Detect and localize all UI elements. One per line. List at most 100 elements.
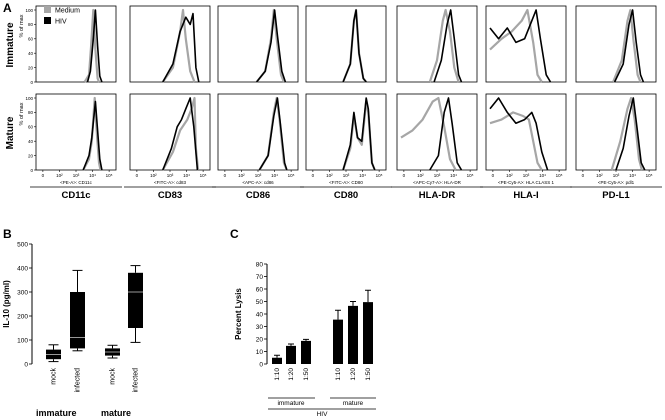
marker-name: PD-L1: [602, 190, 630, 201]
box-immature-infected: infected: [70, 269, 85, 393]
bar-5: 1:50: [363, 289, 373, 381]
y-tick-label: 80: [256, 262, 264, 269]
histogram-curve-hiv: [342, 9, 367, 83]
bar: [286, 345, 296, 364]
histogram-frame: [485, 93, 567, 171]
group-label-immature: immature: [277, 400, 304, 407]
axis-parameter-label: <FITC-A>: CD80: [329, 180, 363, 185]
row-label-immature-group: Immature: [5, 22, 16, 67]
axis-parameter-label: <PE-Cy5-A>: HLA CLASS 1: [498, 180, 555, 185]
histogram-hla-i-immature: [485, 5, 567, 83]
axis-parameter-label: <APC-Cy7-A>: HLA-DR: [413, 180, 462, 185]
histogram-cd83-immature: [129, 5, 211, 83]
x-tick-label: 10³: [167, 173, 174, 178]
histogram-frame: [575, 5, 657, 83]
legend-hiv-swatch: [44, 17, 51, 24]
x-tick-label: 10⁴: [271, 173, 278, 178]
histogram-curve-hiv: [489, 97, 549, 171]
histogram-frame: [396, 5, 478, 83]
x-tick-label: 10⁴: [183, 173, 190, 178]
y-axis-label: IL-10 (pg/ml): [2, 280, 11, 328]
x-tick-label: 0: [42, 173, 45, 178]
x-tick-label: 10²: [506, 173, 513, 178]
y-tick-label: 10: [256, 349, 264, 356]
y-axis-label: Percent Lysis: [234, 288, 243, 340]
x-tick-label: 10⁵: [646, 173, 653, 178]
y-tick-label: 500: [17, 242, 28, 249]
y-tick-label: 0: [259, 362, 263, 369]
row-label-mature-group: Mature: [5, 116, 16, 149]
x-tick-label: 10³: [73, 173, 80, 178]
histogram-curve-hiv: [255, 9, 287, 83]
histogram-curve-hiv: [615, 97, 646, 171]
histogram-curve-hiv: [429, 97, 463, 171]
y-tick-label: 200: [17, 314, 28, 321]
x-tick-label: 10²: [417, 173, 424, 178]
bar: [272, 357, 282, 364]
histogram-pd-l1-mature: 0 10² 10³ 10⁴ 10⁵ <PE-Cy5-A>: pdl1 PD-L1: [570, 93, 662, 201]
histogram-curve-medium: [161, 8, 196, 83]
histogram-curve-medium: [489, 8, 543, 83]
histogram-curve-hiv: [162, 12, 200, 83]
bar-1: 1:20: [286, 343, 296, 381]
marker-name: HLA-I: [513, 190, 538, 201]
x-tick-label: 10²: [596, 173, 603, 178]
histogram-frame: [35, 93, 117, 171]
y-tick-label: 0: [30, 168, 33, 173]
histogram-cd80-immature: [305, 5, 387, 83]
histogram-frame: [129, 5, 211, 83]
x-tick-label: 10²: [238, 173, 245, 178]
category-label: infected: [133, 368, 140, 393]
x-tick-label: 10²: [326, 173, 333, 178]
row-label-immature: Immature: [5, 22, 16, 67]
panel-letter-c: C: [230, 227, 239, 241]
histogram-hla-dr-mature: 0 10² 10³ 10⁴ 10⁵ <APC-Cy7-A>: HLA-DR HLA-DR: [391, 93, 483, 201]
x-tick-label: 10³: [343, 173, 350, 178]
y-axis-label: % of max: [19, 14, 25, 37]
marker-name: CD80: [334, 190, 358, 201]
y-tick-label: 40: [256, 312, 264, 319]
x-tick-label: 10³: [434, 173, 441, 178]
histogram-curve-medium: [82, 96, 102, 171]
histogram-hla-i-mature: 0 10² 10³ 10⁴ 10⁵<PE-Cy5-A>: HLA CLASS 1 HLA-…: [480, 93, 572, 201]
category-label: 1:50: [303, 368, 310, 381]
bar-4: 1:20: [348, 301, 358, 381]
y-tick-label: 20: [28, 153, 34, 158]
x-tick-label: 10⁴: [450, 173, 457, 178]
box-immature-mock: mock: [46, 344, 61, 385]
x-tick-label: 0: [136, 173, 139, 178]
category-label: 1:10: [274, 368, 281, 381]
y-tick-label: 400: [17, 266, 28, 273]
histogram-curve-hiv: [258, 97, 288, 171]
y-tick-label: 100: [25, 8, 33, 13]
histogram-cd80-mature: 0 10² 10³ 10⁴ 10⁵ <FITC-A>: CD80 CD80: [300, 93, 392, 201]
axis-parameter-label: <PE-A>: CD11c: [60, 180, 92, 185]
box-mature-mock: mock: [105, 344, 120, 385]
histogram-curve-medium: [610, 96, 643, 171]
histogram-frame: [305, 5, 387, 83]
y-tick-label: 40: [28, 51, 34, 56]
x-tick-label: 10⁵: [200, 173, 207, 178]
y-tick-label: 30: [256, 324, 264, 331]
x-tick-label: 0: [403, 173, 406, 178]
histogram-hla-dr-immature: [396, 5, 478, 83]
group-label-mature: mature: [101, 408, 131, 418]
y-tick-label: 0: [30, 80, 33, 85]
box-mature-infected: infected: [128, 265, 143, 393]
category-label: mock: [51, 368, 58, 385]
x-tick-label: 10⁴: [89, 173, 96, 178]
y-tick-label: 20: [256, 337, 264, 344]
axis-parameter-label: <PE-Cy5-A>: pdl1: [598, 180, 635, 185]
y-tick-label: 50: [256, 299, 264, 306]
bar-2: 1:50: [301, 338, 311, 381]
y-tick-label: 0: [24, 362, 28, 369]
box-body: [70, 292, 85, 349]
histogram-curve-hiv: [433, 9, 463, 83]
bar-0: 1:10: [272, 354, 282, 381]
x-tick-label: 10⁵: [556, 173, 563, 178]
histogram-curve-medium: [258, 96, 288, 171]
panel-letter-a: A: [3, 1, 12, 15]
x-axis-label: HIV: [317, 411, 329, 418]
y-tick-label: 80: [28, 22, 34, 27]
